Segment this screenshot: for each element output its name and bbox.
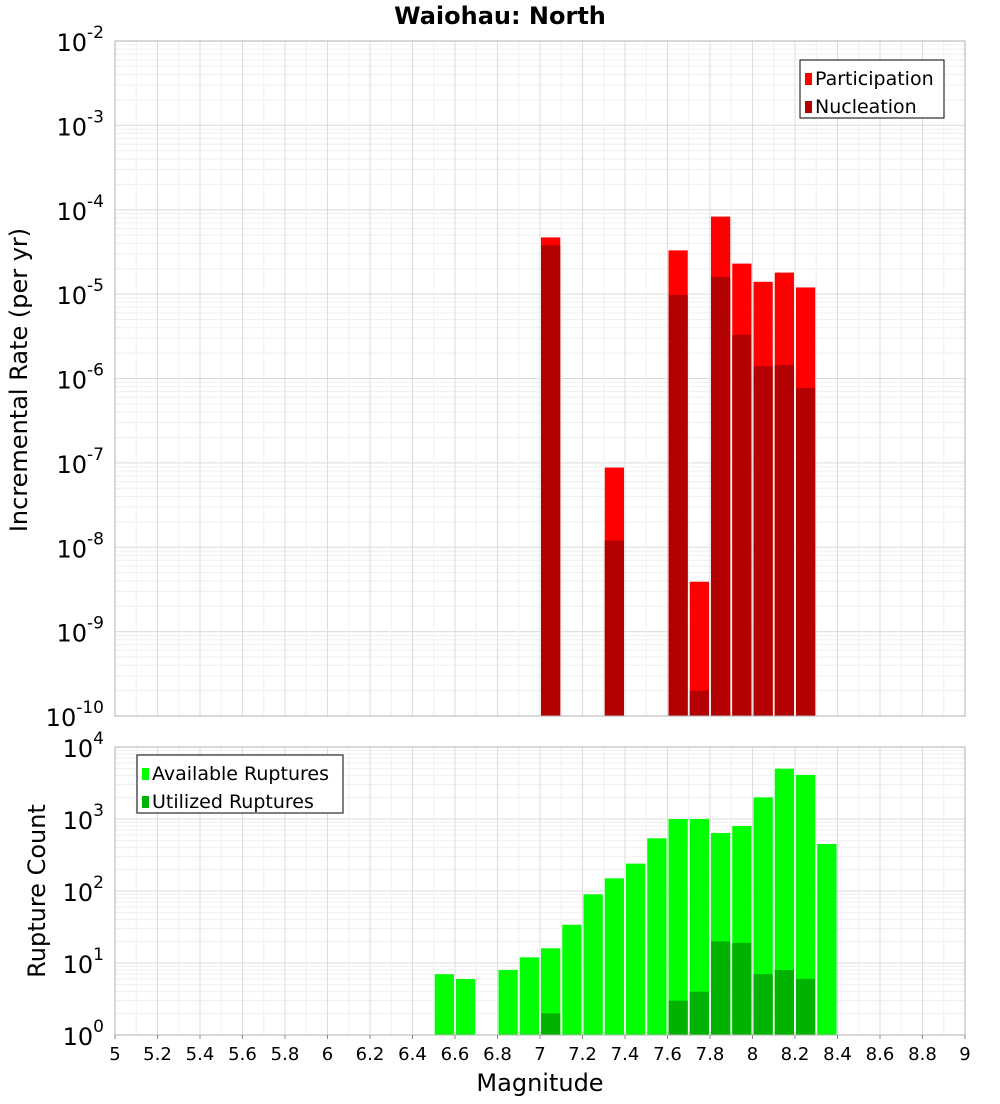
bar-nucleation xyxy=(668,294,688,716)
chart-title: Waiohau: North xyxy=(394,2,606,30)
bar-utilized-ruptures xyxy=(711,941,731,1035)
bar-available-ruptures xyxy=(541,948,561,1035)
y-tick-label: 10-6 xyxy=(57,361,105,395)
bar-nucleation xyxy=(689,690,709,716)
bar-available-ruptures xyxy=(456,978,476,1035)
x-tick-label: 6.8 xyxy=(483,1044,512,1065)
bar-utilized-ruptures xyxy=(541,1013,561,1035)
x-tick-label: 8.4 xyxy=(823,1044,852,1065)
y-tick-label: 101 xyxy=(63,945,104,979)
bar-nucleation xyxy=(796,388,816,716)
bar-available-ruptures xyxy=(817,843,837,1035)
legend-swatch xyxy=(805,101,812,113)
x-tick-label: 6.2 xyxy=(356,1044,385,1065)
bar-available-ruptures xyxy=(668,819,688,1035)
bar-utilized-ruptures xyxy=(753,974,773,1035)
bar-nucleation xyxy=(753,366,773,716)
bar-available-ruptures xyxy=(774,768,794,1035)
bar-utilized-ruptures xyxy=(689,991,709,1035)
bar-available-ruptures xyxy=(796,774,816,1035)
bar-nucleation xyxy=(604,540,624,716)
legend: Available Ruptures Utilized Ruptures xyxy=(136,754,344,814)
legend-box xyxy=(136,754,344,814)
y-tick-label: 10-7 xyxy=(57,445,105,479)
x-tick-label: 8.2 xyxy=(781,1044,810,1065)
legend-box xyxy=(799,59,945,119)
bar-nucleation xyxy=(732,334,752,716)
x-tick-label: 7.6 xyxy=(653,1044,682,1065)
x-tick-label: 5.8 xyxy=(271,1044,300,1065)
x-tick-label: 6.4 xyxy=(398,1044,427,1065)
x-tick-label: 6.6 xyxy=(441,1044,470,1065)
panel-2: 100 101 102 103 104 Rupture Count 5 5.2 5.4 5.6 5.… xyxy=(23,729,971,1097)
x-tick-label: 5.2 xyxy=(143,1044,172,1065)
bar-utilized-ruptures xyxy=(732,942,752,1035)
x-tick-label: 9 xyxy=(959,1044,970,1065)
bar-available-ruptures xyxy=(583,894,603,1035)
legend: Participation Nucleation xyxy=(799,59,945,119)
bar-utilized-ruptures xyxy=(668,1000,688,1035)
x-axis-label: Magnitude xyxy=(476,1069,603,1097)
y-tick-label: 10-2 xyxy=(57,23,105,57)
legend-label: Available Ruptures xyxy=(152,763,329,785)
x-tick-label: 7.2 xyxy=(568,1044,597,1065)
x-tick-label: 8.8 xyxy=(908,1044,937,1065)
y-tick-label: 10-9 xyxy=(57,614,105,648)
bar-available-ruptures xyxy=(647,838,667,1035)
bar-available-ruptures xyxy=(604,878,624,1035)
legend-label: Utilized Ruptures xyxy=(152,791,314,813)
y-axis-label: Rupture Count xyxy=(23,804,51,978)
x-tick-label: 5 xyxy=(109,1044,120,1065)
plot-frame xyxy=(114,40,966,717)
legend-swatch xyxy=(142,796,149,808)
y-tick-label: 102 xyxy=(63,873,104,907)
y-tick-label: 100 xyxy=(63,1017,104,1051)
bar-nucleation xyxy=(541,245,561,717)
x-tick-label: 7 xyxy=(534,1044,545,1065)
legend-label: Participation xyxy=(815,68,934,90)
bar-participation xyxy=(689,581,709,716)
x-tick-label: 7.4 xyxy=(611,1044,640,1065)
y-tick-label: 10-4 xyxy=(57,192,105,226)
x-tick-label: 5.4 xyxy=(186,1044,215,1065)
x-tick-label: 8.6 xyxy=(866,1044,895,1065)
bar-available-ruptures xyxy=(626,863,646,1035)
legend-swatch xyxy=(805,73,812,85)
x-tick-label: 6 xyxy=(322,1044,333,1065)
bar-available-ruptures xyxy=(519,957,539,1035)
panel-1: 10-10 10-9 10-8 10-7 10-6 10-5 10-4 10-3 10-2 Inc… xyxy=(5,23,966,732)
bar-utilized-ruptures xyxy=(796,978,816,1035)
y-tick-label: 10-10 xyxy=(46,698,104,732)
bar-available-ruptures xyxy=(689,819,709,1035)
bar-available-ruptures xyxy=(498,969,518,1035)
bar-available-ruptures xyxy=(562,924,582,1035)
x-tick-label: 5.6 xyxy=(228,1044,257,1065)
y-tick-label: 10-3 xyxy=(57,107,105,141)
y-axis-label: Incremental Rate (per yr) xyxy=(5,228,33,532)
bar-utilized-ruptures xyxy=(774,969,794,1035)
y-tick-label: 103 xyxy=(63,801,104,835)
legend-swatch xyxy=(142,768,149,780)
x-tick-label: 8 xyxy=(747,1044,758,1065)
y-tick-label: 10-8 xyxy=(57,529,105,563)
y-tick-label: 10-5 xyxy=(57,276,105,310)
x-tick-label: 7.8 xyxy=(696,1044,725,1065)
bar-nucleation xyxy=(711,276,731,716)
y-tick-label: 104 xyxy=(63,729,104,763)
legend-label: Nucleation xyxy=(815,96,917,118)
bar-nucleation xyxy=(774,364,794,716)
bar-available-ruptures xyxy=(434,974,454,1035)
